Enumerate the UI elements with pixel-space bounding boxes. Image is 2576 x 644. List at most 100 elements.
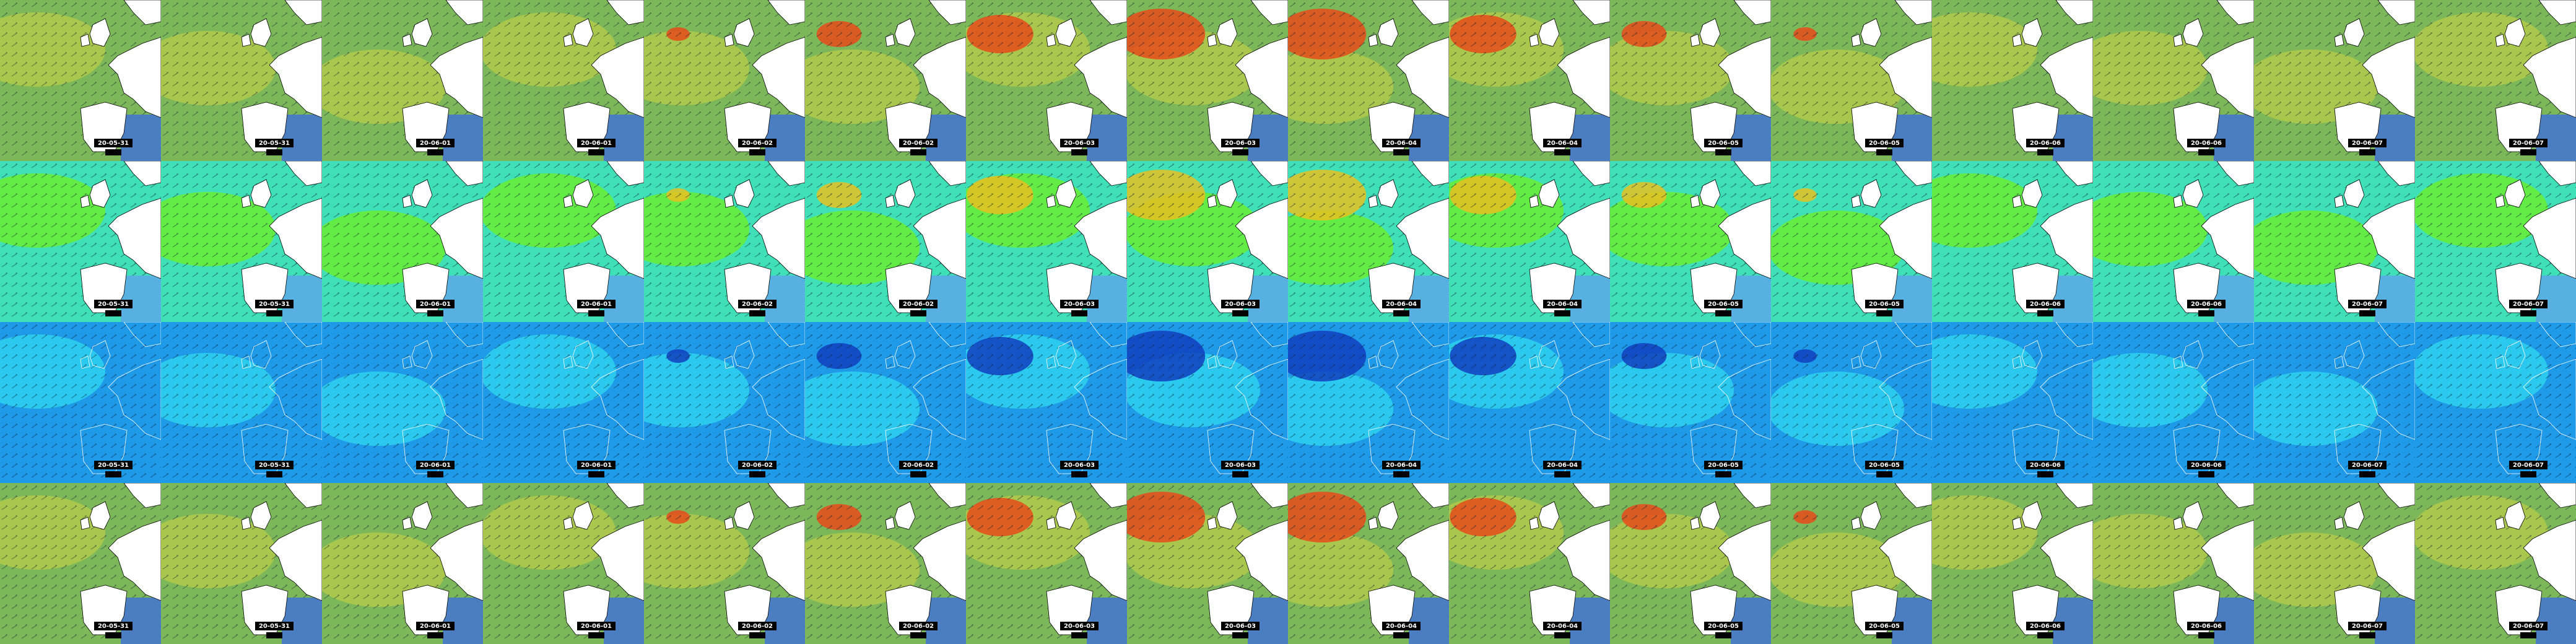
wind-arrows — [161, 322, 322, 483]
sea — [1731, 598, 1771, 644]
time-box — [749, 310, 765, 316]
map-tile: 20-06-04 — [1449, 0, 1610, 161]
map — [1288, 0, 1449, 161]
date-box — [416, 300, 455, 308]
map-tile: 20-06-06 — [2093, 0, 2254, 161]
map-tile: 20-06-06 — [1932, 161, 2093, 322]
wind-arrows — [322, 322, 483, 483]
map — [0, 161, 161, 322]
map-tile: 20-06-03 — [966, 483, 1127, 644]
map — [1610, 322, 1771, 483]
time-box — [1715, 149, 1731, 155]
map-tile: 20-06-02 — [644, 161, 805, 322]
map — [483, 161, 644, 322]
map-tile: 20-06-05 — [1610, 483, 1771, 644]
map — [1610, 0, 1771, 161]
date-label: 20-06-01 — [581, 462, 612, 469]
date-label: 20-06-06 — [2191, 623, 2222, 630]
sea — [2053, 276, 2093, 322]
time-box — [749, 632, 765, 638]
map-tile: 20-06-07 — [2415, 0, 2576, 161]
map-tile: 20-05-31 — [161, 0, 322, 161]
sea — [1731, 276, 1771, 322]
time-box — [1393, 632, 1409, 638]
sea — [443, 276, 483, 322]
date-box — [416, 139, 455, 147]
sea — [604, 276, 644, 322]
time-box — [2198, 149, 2214, 155]
map — [322, 483, 483, 644]
date-box — [738, 300, 777, 308]
date-label: 20-05-31 — [259, 301, 290, 308]
date-box — [899, 622, 938, 630]
date-label: 20-06-05 — [1869, 462, 1900, 469]
time-box — [1232, 632, 1248, 638]
sea — [121, 598, 161, 644]
date-label: 20-06-03 — [1225, 623, 1256, 630]
date-label: 20-05-31 — [98, 301, 129, 308]
map-tile: 20-06-03 — [1127, 483, 1288, 644]
map — [1288, 161, 1449, 322]
map — [1932, 161, 2093, 322]
map — [644, 161, 805, 322]
map — [322, 322, 483, 483]
sea — [2536, 276, 2576, 322]
date-box — [1382, 622, 1421, 630]
date-box — [1060, 461, 1099, 469]
map — [483, 0, 644, 161]
date-box — [1543, 622, 1582, 630]
wind-arrows — [1127, 322, 1288, 483]
sea — [926, 115, 966, 161]
map-tile: 20-05-31 — [0, 161, 161, 322]
time-box — [266, 149, 282, 155]
time-box — [1071, 149, 1087, 155]
map-tile: 20-06-01 — [483, 0, 644, 161]
sea — [926, 276, 966, 322]
date-box — [577, 622, 616, 630]
date-box — [738, 139, 777, 147]
date-label: 20-06-07 — [2513, 623, 2544, 630]
map — [322, 161, 483, 322]
date-label: 20-06-01 — [420, 623, 451, 630]
time-box — [2198, 310, 2214, 316]
date-label: 20-06-05 — [1708, 462, 1739, 469]
map-tile: 20-05-31 — [161, 483, 322, 644]
date-box — [899, 139, 938, 147]
map — [644, 0, 805, 161]
map — [0, 322, 161, 483]
date-label: 20-06-04 — [1386, 462, 1417, 469]
date-label: 20-06-04 — [1547, 140, 1578, 147]
map — [2093, 161, 2254, 322]
date-label: 20-06-07 — [2513, 301, 2544, 308]
map — [1771, 0, 1932, 161]
map — [805, 161, 966, 322]
date-label: 20-06-06 — [2030, 623, 2061, 630]
date-box — [2187, 461, 2226, 469]
map-tile: 20-06-01 — [322, 0, 483, 161]
wind-arrows — [644, 322, 805, 483]
time-box — [1071, 310, 1087, 316]
sea — [765, 598, 805, 644]
date-label: 20-06-06 — [2030, 462, 2061, 469]
date-box — [416, 461, 455, 469]
sea — [2053, 598, 2093, 644]
map-tile: 20-06-06 — [1932, 483, 2093, 644]
map — [1932, 483, 2093, 644]
map — [1932, 322, 2093, 483]
date-label: 20-06-02 — [903, 301, 934, 308]
date-box — [1704, 622, 1743, 630]
date-box — [738, 461, 777, 469]
date-label: 20-06-02 — [742, 301, 773, 308]
map-tile: 20-06-03 — [966, 0, 1127, 161]
time-box — [1554, 149, 1570, 155]
sea — [2375, 115, 2415, 161]
sea — [282, 115, 322, 161]
time-box — [588, 310, 604, 316]
time-box — [2520, 632, 2536, 638]
date-label: 20-06-04 — [1547, 623, 1578, 630]
date-label: 20-06-05 — [1869, 623, 1900, 630]
time-box — [1876, 471, 1892, 477]
date-label: 20-06-02 — [903, 462, 934, 469]
map — [1771, 483, 1932, 644]
map-tile: 20-06-03 — [966, 322, 1127, 483]
